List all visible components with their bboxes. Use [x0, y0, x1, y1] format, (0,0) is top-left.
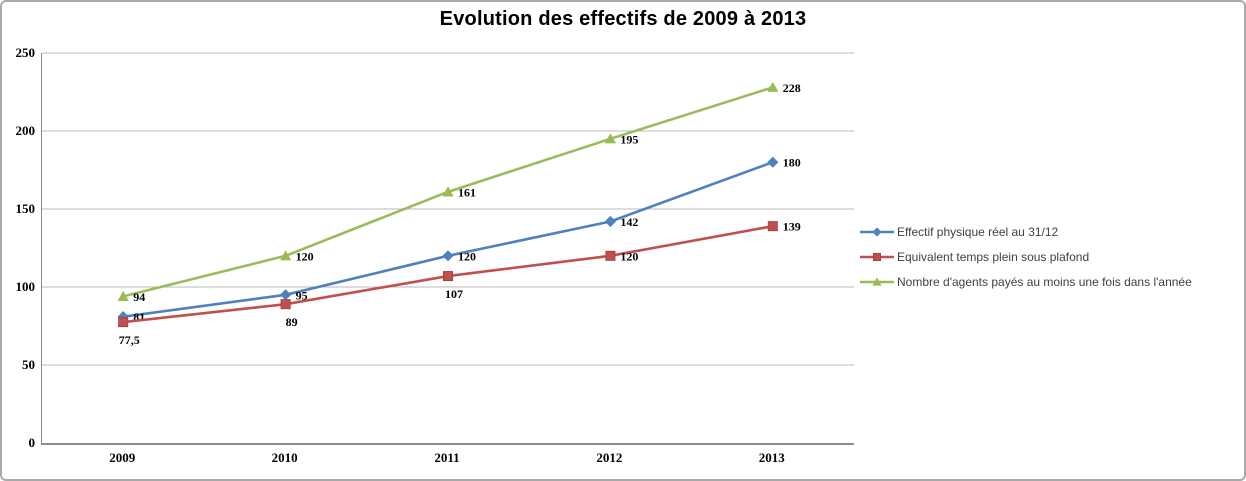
x-axis-tick-label: 2013 [758, 450, 785, 465]
data-label: 107 [445, 287, 463, 301]
legend-item: Nombre d'agents payés au moins une fois … [860, 269, 1192, 294]
data-label: 161 [458, 185, 476, 199]
diamond-marker [280, 289, 292, 301]
legend-item-label: Nombre d'agents payés au moins une fois … [897, 274, 1192, 289]
data-label: 77,5 [119, 333, 140, 347]
data-label: 142 [620, 215, 638, 229]
triangle-marker [872, 276, 882, 286]
x-axis-tick-label: 2011 [434, 450, 460, 465]
data-label: 228 [783, 81, 801, 95]
y-axis-tick-label: 0 [28, 435, 36, 450]
diamond-marker [767, 156, 779, 168]
plot-area: 81 95 120 142 180 77,5 89 107 120 139 94 120 161 195 2… [41, 52, 854, 445]
square-marker [280, 299, 291, 310]
square-marker [442, 271, 453, 282]
square-marker [872, 252, 881, 261]
square-marker [118, 317, 129, 328]
data-label: 139 [783, 220, 801, 234]
triangle-marker [767, 81, 779, 92]
legend-item: Effectif physique réel au 31/12 [860, 219, 1192, 244]
y-axis-tick-label: 250 [15, 45, 36, 60]
y-axis-tick-label: 50 [22, 357, 35, 372]
data-label: 120 [296, 249, 314, 263]
chart-title: Evolution des effectifs de 2009 à 2013 [439, 8, 807, 30]
diamond-marker [442, 250, 454, 262]
diamond-marker [872, 226, 882, 237]
legend-diamond-swatch-icon [860, 226, 894, 237]
data-label: 180 [783, 156, 801, 170]
y-axis-tick-label: 200 [15, 123, 36, 138]
legend: Effectif physique réel au 31/12 Equivalen… [860, 219, 1192, 294]
square-marker [767, 221, 778, 232]
triangle-marker [280, 250, 292, 261]
triangle-marker [442, 186, 454, 197]
x-axis-tick-label: 2009 [109, 450, 136, 465]
diamond-marker [604, 215, 616, 228]
data-label: 89 [286, 315, 298, 329]
data-label: 120 [620, 249, 638, 263]
legend-triangle-swatch-icon [860, 276, 894, 286]
y-axis-tick-label: 100 [15, 279, 36, 294]
x-axis-tick-label: 2010 [271, 450, 298, 465]
square-marker [605, 250, 616, 261]
plot-svg: 819512014218077,589107120139941201611952… [42, 52, 854, 366]
triangle-marker [604, 133, 616, 144]
data-label: 95 [296, 288, 308, 302]
data-label: 94 [133, 290, 145, 304]
legend-square-swatch-icon [860, 252, 894, 261]
legend-item: Equivalent temps plein sous plafond [860, 244, 1192, 269]
x-axis-tick-label: 2012 [596, 450, 623, 465]
legend-item-label: Effectif physique réel au 31/12 [897, 224, 1059, 239]
data-label: 195 [620, 132, 638, 146]
y-axis-tick-label: 150 [15, 201, 36, 216]
legend-item-label: Equivalent temps plein sous plafond [897, 249, 1090, 264]
triangle-marker [117, 290, 129, 301]
data-label: 120 [458, 249, 476, 263]
